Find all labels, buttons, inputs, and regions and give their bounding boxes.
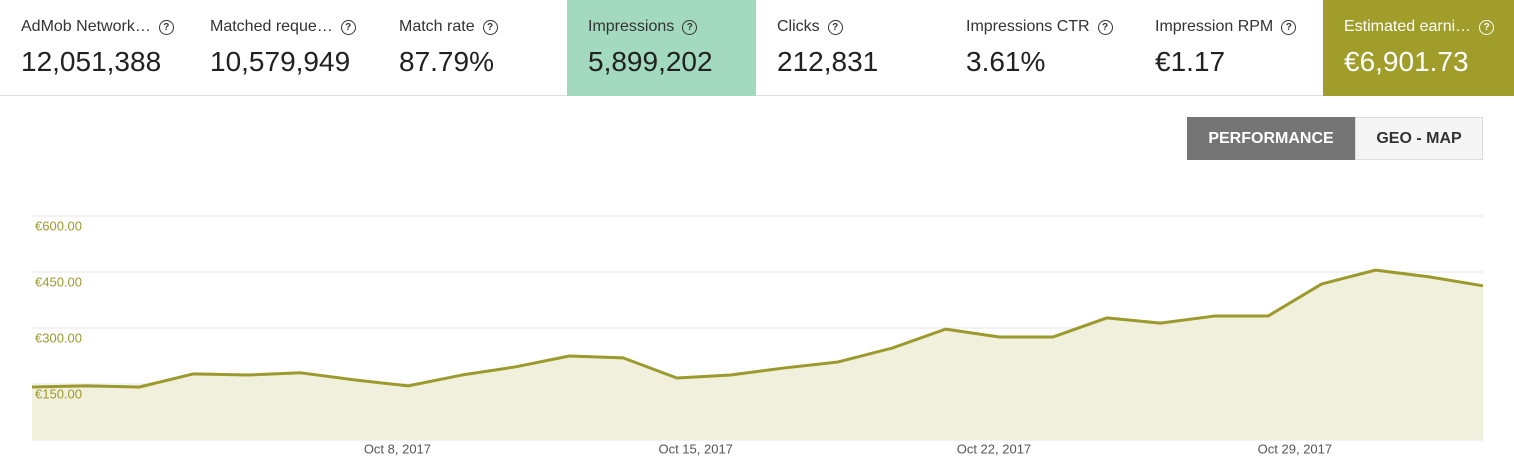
help-icon: ? — [340, 19, 356, 35]
metric-value: €6,901.73 — [1344, 46, 1469, 77]
metric-label: Match rate — [399, 18, 475, 35]
metric-label-row: Match rate? — [399, 18, 567, 36]
metric-tile[interactable]: Matched reque…? 10,579,949 — [189, 0, 378, 96]
y-tick-label: €450.00 — [35, 274, 82, 289]
metric-label-row: Estimated earni…? — [1344, 18, 1514, 36]
y-tick-label: €150.00 — [35, 386, 82, 401]
y-tick-label: €300.00 — [35, 330, 82, 345]
chart: €150.00 €300.00 €450.00 €600.00 Oct 8, 2017 O… — [31, 215, 1484, 456]
metric-tile[interactable]: Estimated earni…? €6,901.73 — [1323, 0, 1514, 96]
metric-label: AdMob Network… — [21, 18, 151, 35]
metric-value: 87.79% — [399, 46, 494, 77]
help-icon: ? — [1281, 19, 1297, 35]
metric-value: 10,579,949 — [210, 46, 351, 77]
help-icon: ? — [1097, 19, 1113, 35]
metric-label-row: Matched reque…? — [210, 18, 378, 36]
performance-button[interactable]: PERFORMANCE — [1187, 117, 1355, 160]
metric-tile[interactable]: Match rate? 87.79% — [378, 0, 567, 96]
metric-label-row: Clicks? — [777, 18, 945, 36]
line — [31, 268, 1484, 389]
metric-label-row: Impressions CTR? — [966, 18, 1134, 36]
metric-label: Impression RPM — [1155, 18, 1274, 35]
metric-label: Impressions CTR — [966, 18, 1090, 35]
help-icon: ? — [158, 19, 174, 35]
help-icon: ? — [827, 19, 843, 35]
metric-label-row: Impression RPM? — [1155, 18, 1323, 36]
x-tick-label: Oct 22, 2017 — [957, 441, 1031, 456]
view-toggle: PERFORMANCE GEO - MAP — [1187, 117, 1483, 160]
help-icon: ? — [682, 19, 698, 35]
metric-value: €1.17 — [1155, 46, 1226, 77]
metric-label-row: Impressions? — [588, 18, 756, 36]
metric-label: Matched reque… — [210, 18, 333, 35]
x-tick-label: Oct 8, 2017 — [364, 441, 431, 456]
metric-tile[interactable]: Impression RPM? €1.17 — [1134, 0, 1323, 96]
metric-label: Clicks — [777, 18, 820, 35]
metric-label: Impressions — [588, 18, 675, 35]
metric-value: 12,051,388 — [21, 46, 162, 77]
metric-tile[interactable]: Impressions CTR? 3.61% — [945, 0, 1134, 96]
metric-value: 212,831 — [777, 46, 879, 77]
x-tick-label: Oct 29, 2017 — [1258, 441, 1332, 456]
x-tick-label: Oct 15, 2017 — [658, 441, 732, 456]
help-icon: ? — [1479, 19, 1495, 35]
area-fill — [32, 270, 1483, 440]
metric-tile[interactable]: Clicks? 212,831 — [756, 0, 945, 96]
geo-map-button[interactable]: GEO - MAP — [1355, 117, 1483, 160]
metric-label: Estimated earni… — [1344, 18, 1472, 35]
metric-tile[interactable]: AdMob Network…? 12,051,388 — [0, 0, 189, 96]
metric-label-row: AdMob Network…? — [21, 18, 189, 36]
help-icon: ? — [482, 19, 498, 35]
metric-value: 5,899,202 — [588, 46, 713, 77]
metrics-bar: AdMob Network…? 12,051,388 Matched reque…?… — [0, 0, 1514, 96]
metric-value: 3.61% — [966, 46, 1046, 77]
metric-tile[interactable]: Impressions? 5,899,202 — [567, 0, 756, 96]
y-tick-label: €600.00 — [35, 218, 82, 233]
